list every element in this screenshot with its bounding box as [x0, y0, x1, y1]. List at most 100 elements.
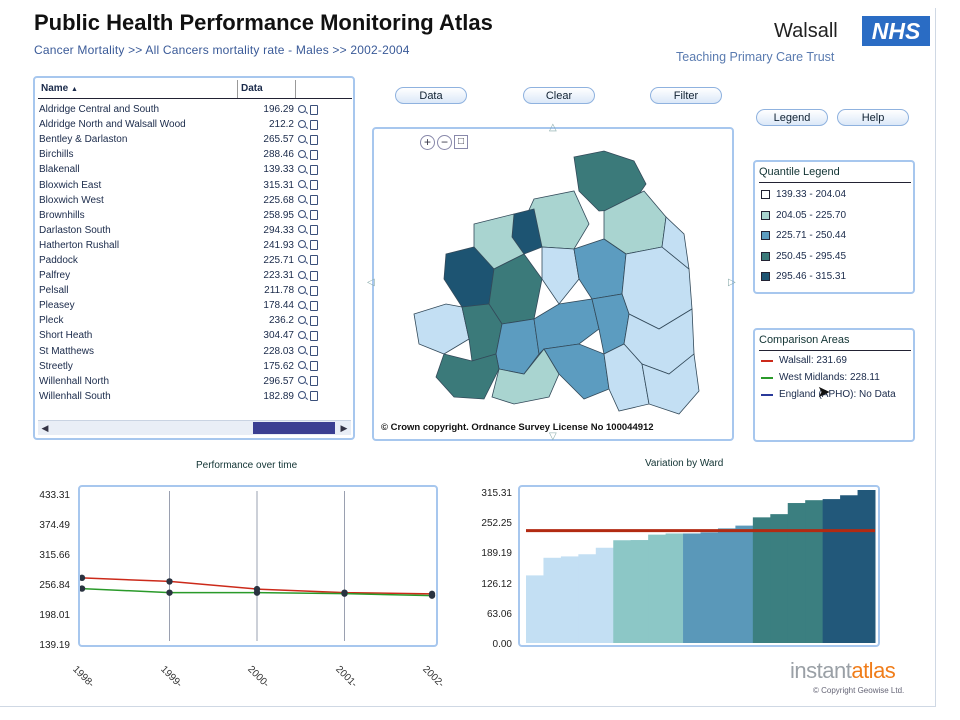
magnify-icon[interactable]	[298, 164, 306, 173]
magnify-icon[interactable]	[298, 285, 306, 294]
document-icon[interactable]	[310, 119, 318, 130]
row-name: Aldridge North and Walsall Wood	[39, 119, 186, 131]
magnify-icon[interactable]	[298, 225, 306, 234]
magnify-icon[interactable]	[298, 330, 306, 339]
zoom-extent-icon[interactable]: □	[454, 135, 468, 149]
document-icon[interactable]	[310, 104, 318, 115]
document-icon[interactable]	[310, 164, 318, 175]
ward-map[interactable]	[374, 129, 732, 439]
table-row[interactable]: Willenhall South 182.89	[38, 389, 352, 404]
column-header-data[interactable]: Data	[238, 80, 296, 98]
horizontal-scrollbar[interactable]: ◀ ▶	[38, 420, 351, 435]
table-row[interactable]: Streetly 175.62	[38, 359, 352, 374]
table-row[interactable]: Darlaston South 294.33	[38, 223, 352, 238]
clear-button[interactable]: Clear	[523, 87, 595, 104]
magnify-icon[interactable]	[298, 195, 306, 204]
bar-chart-panel[interactable]	[518, 485, 880, 647]
column-header-name[interactable]: Name ▲	[38, 80, 238, 98]
legend-swatch	[761, 190, 770, 199]
ward-bar	[752, 517, 771, 643]
x-tick-label: 2001-	[332, 664, 359, 690]
document-icon[interactable]	[310, 330, 318, 341]
document-icon[interactable]	[310, 270, 318, 281]
magnify-icon[interactable]	[298, 180, 306, 189]
table-row[interactable]: Willenhall North 296.57	[38, 374, 352, 389]
document-icon[interactable]	[310, 134, 318, 145]
zoom-in-icon[interactable]: +	[420, 135, 435, 150]
pan-up-icon[interactable]: △	[549, 122, 557, 133]
legend-button[interactable]: Legend	[756, 109, 828, 126]
magnify-icon[interactable]	[298, 119, 306, 128]
table-row[interactable]: Pleasey 178.44	[38, 298, 352, 313]
document-icon[interactable]	[310, 376, 318, 387]
magnify-icon[interactable]	[298, 315, 306, 324]
document-icon[interactable]	[310, 361, 318, 372]
table-row[interactable]: Pleck 236.2	[38, 313, 352, 328]
comparison-item[interactable]: Walsall: 231.69	[761, 355, 847, 366]
document-icon[interactable]	[310, 149, 318, 160]
line-chart-panel[interactable]	[78, 485, 438, 647]
document-icon[interactable]	[310, 240, 318, 251]
magnify-icon[interactable]	[298, 346, 306, 355]
table-row[interactable]: Pelsall 211.78	[38, 283, 352, 298]
magnify-icon[interactable]	[298, 210, 306, 219]
ward-bar	[526, 575, 544, 643]
table-row[interactable]: Brownhills 258.95	[38, 208, 352, 223]
table-row[interactable]: St Matthews 228.03	[38, 344, 352, 359]
scroll-left-icon[interactable]: ◀	[41, 423, 49, 433]
magnify-icon[interactable]	[298, 104, 306, 113]
legend-label: 139.33 - 204.04	[776, 189, 847, 200]
table-row[interactable]: Bloxwich East 315.31	[38, 177, 352, 192]
magnify-icon[interactable]	[298, 270, 306, 279]
document-icon[interactable]	[310, 391, 318, 402]
pan-down-icon[interactable]: ▽	[549, 431, 557, 442]
table-row[interactable]: Aldridge North and Walsall Wood 212.2	[38, 117, 352, 132]
table-row[interactable]: Birchills 288.46	[38, 147, 352, 162]
comparison-item[interactable]: England (APHO): No Data	[761, 389, 896, 400]
table-row[interactable]: Bentley & Darlaston 265.57	[38, 132, 352, 147]
table-row[interactable]: Palfrey 223.31	[38, 268, 352, 283]
magnify-icon[interactable]	[298, 240, 306, 249]
row-actions	[294, 240, 338, 251]
document-icon[interactable]	[310, 285, 318, 296]
document-icon[interactable]	[310, 300, 318, 311]
document-icon[interactable]	[310, 180, 318, 191]
x-tick-label: 2000-	[245, 664, 272, 690]
magnify-icon[interactable]	[298, 376, 306, 385]
scroll-right-icon[interactable]: ▶	[340, 423, 348, 433]
magnify-icon[interactable]	[298, 134, 306, 143]
document-icon[interactable]	[310, 210, 318, 221]
y-tick-label: 252.25	[481, 518, 512, 530]
comparison-item[interactable]: West Midlands: 228.11	[761, 372, 880, 383]
table-row[interactable]: Blakenall 139.33	[38, 162, 352, 177]
scrollbar-thumb[interactable]	[253, 422, 335, 434]
pan-right-icon[interactable]: ▷	[728, 277, 736, 288]
table-row[interactable]: Aldridge Central and South 196.29	[38, 102, 352, 117]
document-icon[interactable]	[310, 255, 318, 266]
pan-left-icon[interactable]: ◁	[367, 277, 375, 288]
magnify-icon[interactable]	[298, 149, 306, 158]
help-button[interactable]: Help	[837, 109, 909, 126]
document-icon[interactable]	[310, 195, 318, 206]
document-icon[interactable]	[310, 346, 318, 357]
table-row[interactable]: Paddock 225.71	[38, 253, 352, 268]
map-panel[interactable]: + − □ △ ▽ ◁ ▷	[367, 122, 736, 442]
magnify-icon[interactable]	[298, 300, 306, 309]
zoom-out-icon[interactable]: −	[437, 135, 452, 150]
row-value: 175.62	[263, 360, 294, 372]
magnify-icon[interactable]	[298, 391, 306, 400]
document-icon[interactable]	[310, 315, 318, 326]
table-row[interactable]: Hatherton Rushall 241.93	[38, 238, 352, 253]
table-row[interactable]: Short Heath 304.47	[38, 328, 352, 343]
data-button[interactable]: Data	[395, 87, 467, 104]
magnify-icon[interactable]	[298, 361, 306, 370]
breadcrumb[interactable]: Cancer Mortality >> All Cancers mortalit…	[34, 43, 410, 57]
filter-button[interactable]: Filter	[650, 87, 722, 104]
map-region-8	[541, 246, 580, 305]
document-icon[interactable]	[310, 225, 318, 236]
row-actions	[294, 330, 338, 341]
row-actions	[294, 270, 338, 281]
row-actions	[294, 376, 338, 387]
table-row[interactable]: Bloxwich West 225.68	[38, 193, 352, 208]
magnify-icon[interactable]	[298, 255, 306, 264]
